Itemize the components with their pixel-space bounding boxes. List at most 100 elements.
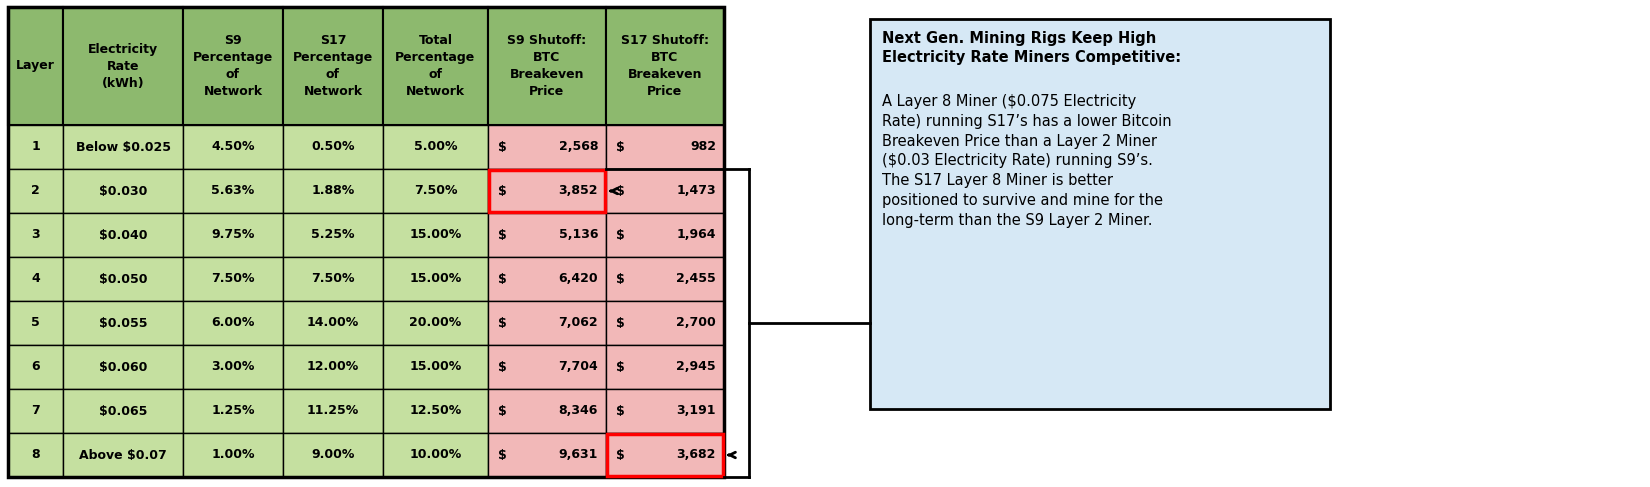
Text: 1.88%: 1.88% [312,185,355,198]
Bar [607,434,723,476]
Bar [183,301,284,345]
Text: 15.00%: 15.00% [409,273,462,285]
Bar [8,125,63,169]
Bar [488,301,606,345]
Bar [606,433,724,477]
Bar [63,125,183,169]
Text: 9,631: 9,631 [559,449,597,462]
Text: $: $ [498,141,507,153]
Text: 6,420: 6,420 [558,273,597,285]
Bar [488,257,606,301]
Text: 5,136: 5,136 [558,228,597,242]
Text: $0.050: $0.050 [99,273,147,285]
Text: 5.63%: 5.63% [211,185,254,198]
Text: Above $0.07: Above $0.07 [79,449,167,462]
Bar [284,301,383,345]
Text: 7.50%: 7.50% [211,273,254,285]
Text: 2,945: 2,945 [676,360,716,374]
Text: $0.040: $0.040 [99,228,147,242]
Text: $: $ [615,141,625,153]
Bar [63,301,183,345]
Text: 15.00%: 15.00% [409,228,462,242]
Bar [383,125,488,169]
Text: 7,704: 7,704 [558,360,597,374]
Text: 15.00%: 15.00% [409,360,462,374]
Text: 1,964: 1,964 [676,228,716,242]
Bar [284,345,383,389]
Bar [488,125,606,169]
Bar [488,433,606,477]
Text: $0.060: $0.060 [99,360,147,374]
Text: 5: 5 [31,317,40,330]
Bar [606,125,724,169]
Bar [183,7,284,125]
Text: 10.00%: 10.00% [409,449,462,462]
Text: 9.00%: 9.00% [312,449,355,462]
Bar [8,213,63,257]
Bar [8,257,63,301]
Bar [63,7,183,125]
Text: $0.055: $0.055 [99,317,147,330]
Bar [606,345,724,389]
Bar [488,169,606,213]
Bar [606,301,724,345]
Bar [63,257,183,301]
Bar [284,433,383,477]
Text: S17
Percentage
of
Network: S17 Percentage of Network [294,34,373,98]
Bar [284,169,383,213]
Bar [8,301,63,345]
Text: 5.00%: 5.00% [414,141,457,153]
Bar [488,345,606,389]
Text: Total
Percentage
of
Network: Total Percentage of Network [396,34,475,98]
Text: 3,852: 3,852 [558,185,597,198]
Bar [8,7,724,477]
Text: 14.00%: 14.00% [307,317,360,330]
Bar [284,213,383,257]
Text: 7.50%: 7.50% [414,185,457,198]
Text: S9
Percentage
of
Network: S9 Percentage of Network [193,34,274,98]
Bar [383,7,488,125]
Bar [383,433,488,477]
Bar [488,170,606,212]
Text: 6: 6 [31,360,40,374]
Text: 4: 4 [31,273,40,285]
Bar [183,389,284,433]
Text: $: $ [498,185,507,198]
Text: 4.50%: 4.50% [211,141,254,153]
Text: 2: 2 [31,185,40,198]
Text: 12.00%: 12.00% [307,360,360,374]
Bar [488,7,606,125]
Bar [183,433,284,477]
Bar [183,125,284,169]
Text: Layer: Layer [16,59,54,73]
Text: 0.50%: 0.50% [312,141,355,153]
Text: $: $ [498,449,507,462]
Bar [606,169,724,213]
Bar [63,213,183,257]
Text: $: $ [498,273,507,285]
Text: Below $0.025: Below $0.025 [76,141,170,153]
Bar [63,345,183,389]
Text: 12.50%: 12.50% [409,405,462,417]
Text: 1: 1 [31,141,40,153]
Bar [183,169,284,213]
Bar [8,433,63,477]
Text: 6.00%: 6.00% [211,317,254,330]
Bar [606,7,724,125]
Text: $: $ [498,360,507,374]
Text: $: $ [498,317,507,330]
Text: Electricity
Rate
(kWh): Electricity Rate (kWh) [87,42,158,90]
Text: 8: 8 [31,449,40,462]
Text: 7: 7 [31,405,40,417]
Bar [606,257,724,301]
Bar [8,7,63,125]
Bar [383,301,488,345]
Bar [488,213,606,257]
Text: $: $ [615,405,625,417]
Bar [383,169,488,213]
Text: 2,700: 2,700 [676,317,716,330]
Text: 7.50%: 7.50% [312,273,355,285]
Text: 1.00%: 1.00% [211,449,254,462]
Bar [284,389,383,433]
Bar [383,257,488,301]
